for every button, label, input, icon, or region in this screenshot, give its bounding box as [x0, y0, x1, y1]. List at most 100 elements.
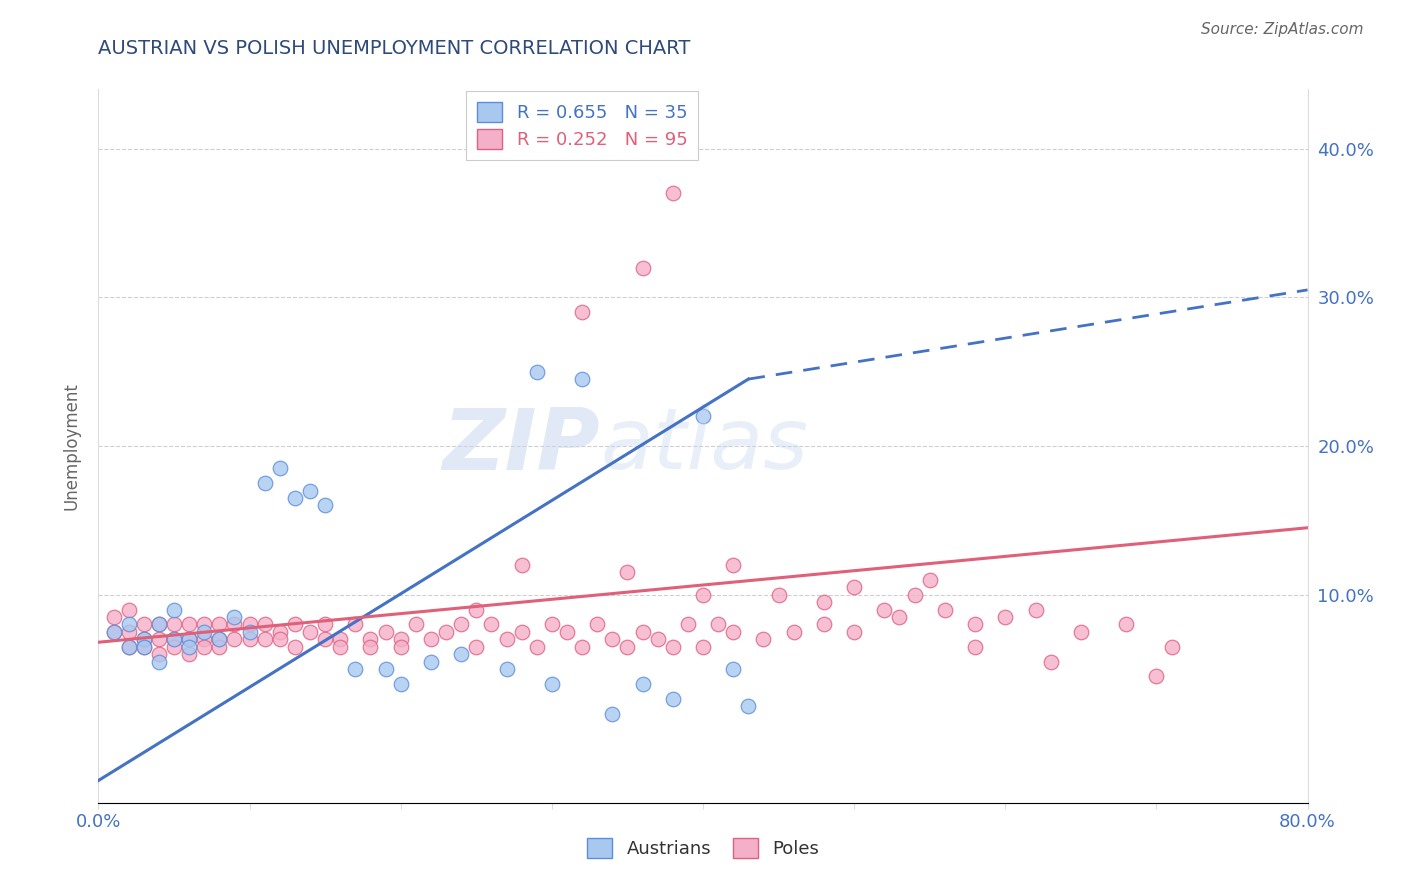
Point: [783, 624, 806, 639]
Point: [224, 610, 246, 624]
Point: [269, 461, 291, 475]
Point: [208, 640, 231, 654]
Point: [904, 588, 927, 602]
Y-axis label: Unemployment: Unemployment: [62, 382, 80, 510]
Point: [148, 617, 170, 632]
Point: [179, 647, 201, 661]
Point: [662, 186, 685, 201]
Point: [405, 617, 427, 632]
Point: [676, 617, 699, 632]
Point: [224, 617, 246, 632]
Point: [103, 624, 125, 639]
Point: [163, 640, 186, 654]
Point: [434, 624, 457, 639]
Point: [118, 624, 141, 639]
Point: [374, 624, 396, 639]
Point: [1160, 640, 1182, 654]
Point: [179, 632, 201, 647]
Point: [495, 662, 517, 676]
Point: [193, 632, 215, 647]
Point: [132, 632, 155, 647]
Point: [163, 632, 186, 647]
Point: [269, 632, 291, 647]
Point: [269, 624, 291, 639]
Point: [602, 632, 624, 647]
Point: [329, 640, 352, 654]
Point: [132, 640, 155, 654]
Point: [571, 640, 593, 654]
Point: [540, 617, 562, 632]
Text: Source: ZipAtlas.com: Source: ZipAtlas.com: [1201, 22, 1364, 37]
Point: [163, 602, 186, 616]
Point: [193, 640, 215, 654]
Point: [768, 588, 790, 602]
Point: [586, 617, 609, 632]
Point: [965, 640, 987, 654]
Point: [148, 647, 170, 661]
Point: [344, 617, 367, 632]
Point: [844, 624, 866, 639]
Legend: Austrians, Poles: Austrians, Poles: [579, 830, 827, 865]
Point: [571, 372, 593, 386]
Point: [526, 365, 548, 379]
Point: [179, 617, 201, 632]
Point: [103, 624, 125, 639]
Point: [299, 483, 322, 498]
Point: [132, 632, 155, 647]
Point: [148, 655, 170, 669]
Point: [299, 624, 322, 639]
Point: [540, 677, 562, 691]
Point: [965, 617, 987, 632]
Point: [118, 617, 141, 632]
Point: [239, 624, 262, 639]
Point: [692, 588, 714, 602]
Point: [918, 573, 941, 587]
Point: [389, 677, 412, 691]
Point: [994, 610, 1017, 624]
Point: [692, 640, 714, 654]
Point: [239, 617, 262, 632]
Point: [103, 610, 125, 624]
Point: [208, 632, 231, 647]
Point: [889, 610, 911, 624]
Point: [465, 602, 488, 616]
Point: [239, 632, 262, 647]
Point: [118, 602, 141, 616]
Point: [420, 655, 443, 669]
Point: [148, 617, 170, 632]
Point: [450, 617, 472, 632]
Point: [631, 624, 654, 639]
Point: [284, 640, 307, 654]
Point: [723, 662, 745, 676]
Point: [360, 632, 382, 647]
Text: atlas: atlas: [600, 404, 808, 488]
Point: [118, 640, 141, 654]
Point: [118, 640, 141, 654]
Point: [465, 640, 488, 654]
Point: [224, 632, 246, 647]
Point: [374, 662, 396, 676]
Point: [179, 640, 201, 654]
Point: [360, 640, 382, 654]
Point: [526, 640, 548, 654]
Point: [208, 632, 231, 647]
Point: [284, 491, 307, 505]
Point: [647, 632, 669, 647]
Point: [1144, 669, 1167, 683]
Point: [132, 640, 155, 654]
Point: [344, 662, 367, 676]
Point: [813, 595, 835, 609]
Point: [132, 617, 155, 632]
Point: [253, 617, 276, 632]
Point: [692, 409, 714, 424]
Point: [602, 706, 624, 721]
Point: [631, 677, 654, 691]
Point: [571, 305, 593, 319]
Point: [510, 624, 533, 639]
Point: [723, 558, 745, 572]
Point: [1024, 602, 1046, 616]
Point: [420, 632, 443, 647]
Legend: R = 0.655   N = 35, R = 0.252   N = 95: R = 0.655 N = 35, R = 0.252 N = 95: [465, 91, 699, 160]
Point: [723, 624, 745, 639]
Point: [179, 632, 201, 647]
